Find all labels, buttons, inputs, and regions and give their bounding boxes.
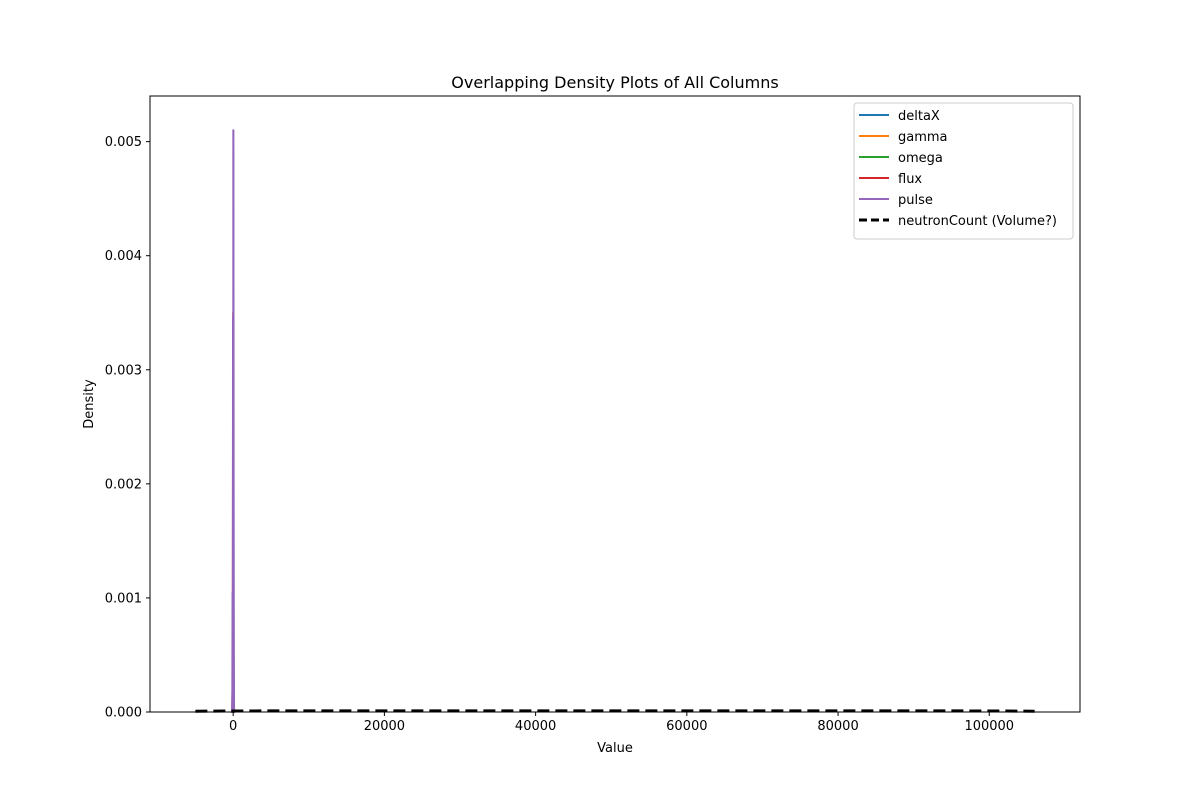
legend-label: flux — [898, 172, 922, 187]
x-tick-label: 40000 — [515, 719, 556, 734]
chart-title: Overlapping Density Plots of All Columns — [451, 73, 778, 92]
y-tick-label: 0.001 — [105, 591, 142, 606]
legend-label: omega — [898, 151, 943, 166]
legend-box — [853, 102, 1074, 240]
x-axis-ticks: 0 20000 40000 60000 80000 100000 — [229, 712, 1014, 734]
x-axis-label: Value — [597, 741, 633, 756]
y-axis-ticks: 0.000 0.001 0.002 0.003 0.004 0.005 — [105, 135, 150, 721]
series-layer — [195, 129, 1035, 713]
y-tick-label: 0.000 — [105, 706, 142, 721]
y-tick-label: 0.004 — [105, 249, 142, 264]
x-tick-label: 60000 — [666, 719, 707, 734]
x-tick-label: 100000 — [964, 719, 1014, 734]
x-tick-label: 0 — [229, 719, 237, 734]
y-axis-label: Density — [82, 379, 97, 429]
y-tick-label: 0.002 — [105, 477, 142, 492]
x-tick-label: 80000 — [817, 719, 858, 734]
legend: deltaX gamma omega flux pulse neutronCount (V… — [853, 102, 1074, 240]
legend-label: gamma — [898, 130, 948, 145]
y-tick-label: 0.003 — [105, 363, 142, 378]
legend-label: neutronCount (Volume?) — [898, 214, 1057, 229]
plot-frame — [149, 95, 1081, 713]
y-tick-label: 0.005 — [105, 135, 142, 150]
x-tick-label: 20000 — [364, 719, 405, 734]
series-line-pulse — [231, 129, 236, 713]
legend-label: pulse — [898, 193, 933, 208]
legend-label: deltaX — [898, 109, 940, 124]
